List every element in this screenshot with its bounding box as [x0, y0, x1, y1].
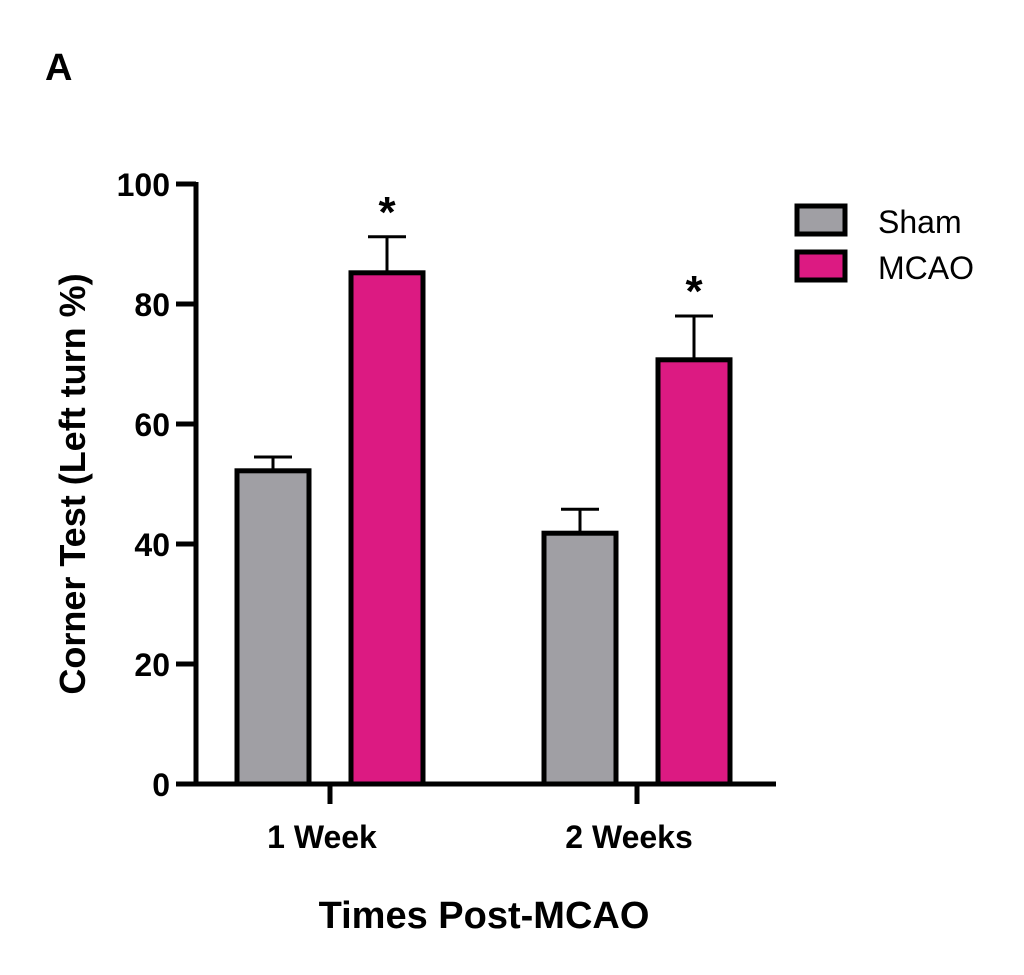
- legend-swatch: [794, 249, 848, 283]
- y-tick-label: 60: [134, 407, 170, 443]
- bar-sham: [234, 468, 312, 787]
- y-tick-label: 20: [134, 647, 170, 683]
- y-tick-label: 100: [117, 167, 170, 203]
- y-tick-label: 40: [134, 527, 170, 563]
- legend-swatch: [794, 203, 848, 237]
- y-axis-label: Corner Test (Left turn %): [52, 273, 93, 694]
- y-tick-label: 80: [134, 287, 170, 323]
- panel-label: A: [45, 47, 72, 89]
- x-tick-label: 1 Week: [267, 819, 377, 855]
- bar-sham: [541, 530, 619, 787]
- significance-marker: *: [378, 188, 396, 237]
- axes: 0 20 40 60 80 100 1 Week 2 Weeks: [117, 167, 776, 855]
- significance-marker: *: [685, 267, 703, 316]
- legend-label: Sham: [878, 204, 962, 240]
- bar-mcao: [348, 270, 426, 787]
- x-axis-label: Times Post-MCAO: [319, 895, 650, 937]
- legend: Sham MCAO: [794, 203, 974, 286]
- x-tick-label: 2 Weeks: [565, 819, 693, 855]
- y-tick-label: 0: [152, 767, 170, 803]
- bars: **: [234, 188, 733, 787]
- legend-label: MCAO: [878, 250, 974, 286]
- bar-mcao: [655, 357, 733, 787]
